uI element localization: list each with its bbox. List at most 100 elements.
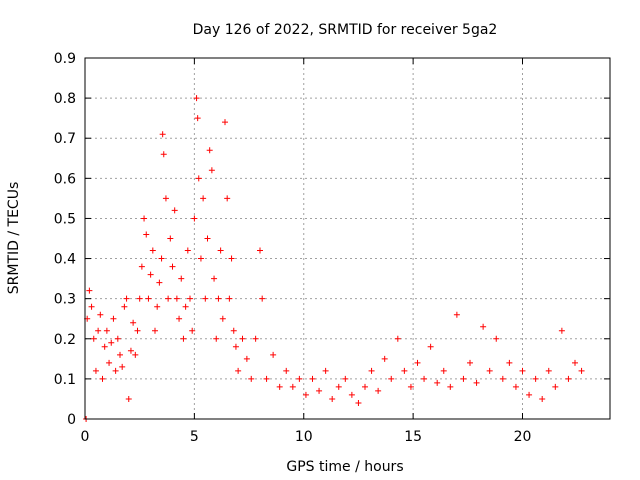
data-point (473, 379, 480, 386)
data-point (169, 263, 176, 270)
data-point (127, 347, 134, 354)
data-point (232, 343, 239, 350)
data-point (162, 195, 169, 202)
data-point (110, 315, 117, 322)
data-point (195, 175, 202, 182)
chart-title: Day 126 of 2022, SRMTID for receiver 5ga… (193, 22, 498, 38)
data-point (106, 359, 113, 366)
x-tick-label: 15 (404, 429, 422, 445)
data-point (156, 279, 163, 286)
data-point (103, 327, 110, 334)
data-point (519, 367, 526, 374)
data-point (499, 375, 506, 382)
y-axis-label: SRMTID / TECUs (6, 182, 22, 295)
data-point (270, 351, 277, 358)
data-point (171, 207, 178, 214)
data-point (145, 295, 152, 302)
data-point (158, 255, 165, 262)
data-point (276, 383, 283, 390)
data-point (302, 391, 309, 398)
data-point (141, 215, 148, 222)
data-point (434, 379, 441, 386)
data-point (572, 359, 578, 366)
data-point (526, 391, 533, 398)
data-point (200, 195, 207, 202)
grid-lines (85, 58, 610, 419)
y-tick-label: 0.8 (54, 91, 76, 107)
data-point (440, 367, 447, 374)
data-point (283, 367, 290, 374)
data-point (88, 303, 95, 310)
data-point (493, 335, 500, 342)
y-tick-label: 0.9 (54, 51, 76, 67)
data-point (136, 295, 143, 302)
data-point (191, 215, 198, 222)
data-point (176, 315, 183, 322)
data-point (189, 327, 196, 334)
data-point (121, 303, 128, 310)
data-point (204, 235, 211, 242)
data-point (375, 387, 382, 394)
data-point (101, 343, 108, 350)
data-point (149, 247, 156, 254)
axis-ticks: 0 0.1 0.2 0.3 0.4 0.5 0.6 0.7 0.8 0.9 0 5 10 15 20 (54, 51, 610, 445)
y-tick-label: 0.6 (54, 171, 76, 187)
data-point (138, 263, 145, 270)
data-point (407, 383, 414, 390)
data-point (90, 335, 97, 342)
data-point (368, 367, 375, 374)
data-point (178, 275, 185, 282)
data-point (506, 359, 513, 366)
data-point (112, 367, 119, 374)
data-point (160, 151, 167, 158)
data-point (248, 375, 255, 382)
data-point (421, 375, 428, 382)
y-tick-label: 0.4 (54, 252, 76, 268)
data-point (159, 131, 166, 138)
data-point (355, 399, 362, 406)
data-point (381, 355, 388, 362)
data-point (187, 295, 193, 302)
data-point (99, 375, 106, 382)
data-point (257, 247, 263, 254)
y-tick-label: 0.5 (54, 211, 76, 227)
data-point (114, 335, 121, 342)
x-tick-label: 5 (190, 429, 199, 445)
x-tick-label: 20 (514, 429, 532, 445)
plot-frame (84, 57, 611, 420)
data-point (578, 367, 585, 374)
data-point (132, 351, 139, 358)
data-point (95, 327, 102, 334)
data-point (130, 319, 137, 326)
data-point (193, 95, 200, 102)
data-point (362, 383, 368, 390)
data-point (348, 391, 355, 398)
data-point (467, 359, 473, 366)
data-point (152, 327, 158, 334)
data-point (134, 327, 141, 334)
y-tick-label: 0 (67, 412, 76, 428)
data-point (154, 303, 161, 310)
data-point (173, 295, 180, 302)
data-points (83, 95, 585, 422)
data-point (296, 375, 303, 382)
data-point (552, 383, 559, 390)
data-point (342, 375, 349, 382)
data-point (202, 295, 209, 302)
data-point (215, 295, 222, 302)
data-point (206, 147, 213, 154)
data-point (388, 375, 395, 382)
x-tick-label: 10 (295, 429, 313, 445)
data-point (263, 375, 270, 382)
data-point (243, 355, 250, 362)
data-point (565, 375, 572, 382)
data-point (217, 247, 224, 254)
data-point (239, 335, 246, 342)
data-point (486, 367, 493, 374)
data-point (219, 315, 226, 322)
data-point (180, 335, 187, 342)
data-point (512, 383, 519, 390)
data-point (197, 255, 204, 262)
data-point (329, 395, 336, 402)
